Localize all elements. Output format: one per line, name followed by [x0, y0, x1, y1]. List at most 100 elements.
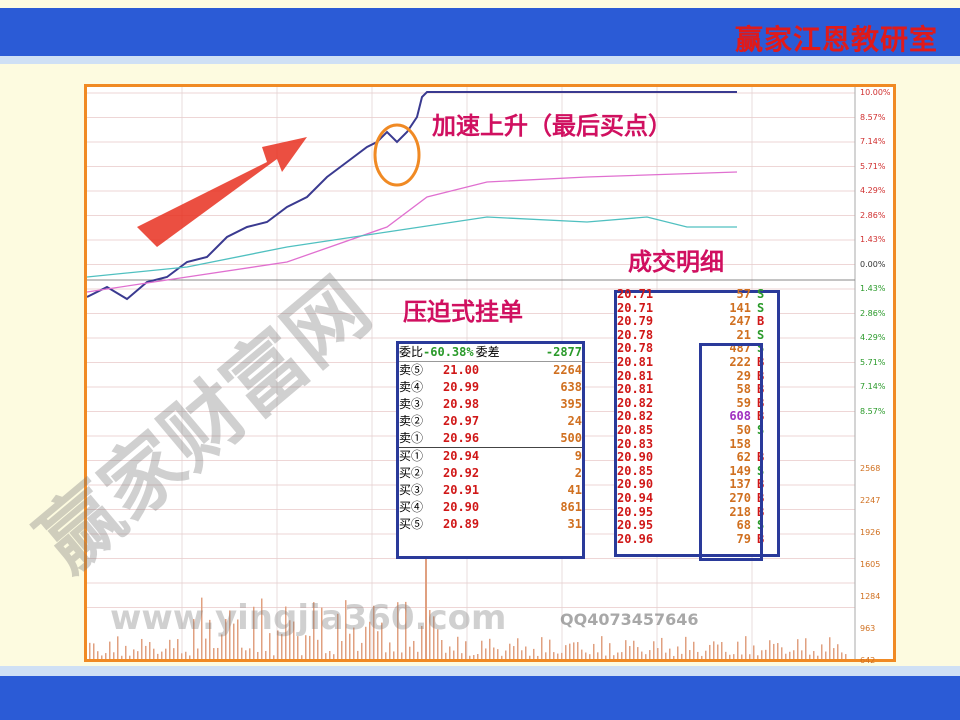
volume-bar — [633, 640, 635, 659]
average-line — [87, 171, 738, 293]
volume-bar — [733, 654, 735, 659]
pct-tick-label: 1.43% — [860, 235, 886, 244]
trade-row: 20.78 21 S — [617, 327, 777, 343]
diff-label: 委差 — [475, 345, 500, 359]
trade-side: S — [757, 327, 765, 342]
trade-volume: 218 — [729, 504, 751, 519]
pct-tick-label: 7.14% — [860, 382, 886, 391]
level-price: 20.91 — [443, 483, 480, 497]
volume-bar — [89, 642, 91, 659]
volume-bar — [581, 649, 583, 659]
volume-bar — [109, 641, 111, 659]
ratio-label: 委比 — [399, 345, 424, 359]
pct-tick-label: 5.71% — [860, 357, 886, 367]
volume-bar — [777, 643, 779, 659]
volume-tick-label: 642 — [860, 656, 876, 665]
order-book-row: 卖⑤ 21.00 2264 — [399, 362, 582, 379]
trade-volume: 149 — [729, 463, 751, 478]
header-bar — [0, 8, 960, 56]
volume-bar — [601, 636, 603, 659]
volume-bar — [829, 637, 831, 659]
order-book-row: 买③ 20.91 41 — [399, 482, 582, 499]
volume-bar — [593, 643, 595, 659]
volume-bar — [453, 650, 455, 659]
volume-bar — [481, 640, 483, 659]
volume-bar — [605, 655, 607, 659]
diff-value: -2877 — [545, 345, 582, 359]
volume-bar — [513, 646, 515, 659]
order-book-row: 卖② 20.97 24 — [399, 413, 582, 430]
arrow-icon — [137, 137, 307, 247]
volume-bar — [573, 642, 575, 659]
pct-tick-label: 0.00% — [860, 259, 886, 269]
level-label: 买② — [399, 466, 424, 480]
trade-price: 20.81 — [617, 354, 654, 369]
volume-bar — [357, 650, 359, 659]
volume-bar — [329, 650, 331, 659]
volume-bar — [233, 623, 235, 659]
trade-volume: 58 — [736, 382, 751, 397]
level-label: 买⑤ — [399, 517, 424, 531]
trade-side: S — [757, 300, 765, 315]
index-line — [87, 216, 737, 278]
footer-bar — [0, 676, 960, 720]
trade-side: B — [757, 314, 765, 329]
pct-tick-label: 8.57% — [860, 112, 886, 122]
volume-bar — [609, 643, 611, 659]
trade-volume: 21 — [736, 327, 751, 342]
volume-bar — [101, 655, 103, 659]
volume-bar — [189, 655, 191, 659]
volume-bar — [725, 651, 727, 659]
trade-price: 20.81 — [617, 368, 654, 383]
trade-row: 20.90 137 B — [617, 478, 777, 492]
volume-bar — [737, 641, 739, 659]
trade-volume: 68 — [736, 518, 751, 533]
order-book-row: 买④ 20.90 861 — [399, 499, 582, 516]
volume-bar — [225, 619, 227, 659]
volume-bar — [445, 652, 447, 659]
volume-bar — [465, 641, 467, 659]
level-volume: 9 — [574, 449, 582, 463]
volume-bar — [345, 600, 347, 659]
level-volume: 395 — [560, 397, 582, 411]
level-volume: 638 — [560, 380, 582, 394]
volume-bar — [569, 643, 571, 659]
trade-volume: 59 — [736, 395, 751, 410]
volume-bar — [509, 643, 511, 659]
volume-bar — [197, 648, 199, 659]
trade-price: 20.85 — [617, 422, 654, 437]
volume-bar — [421, 625, 423, 659]
volume-bar — [381, 622, 383, 659]
volume-bar — [469, 655, 471, 659]
volume-bar — [217, 647, 219, 659]
volume-bar — [441, 640, 443, 659]
volume-bar — [213, 648, 215, 659]
trade-volume: 137 — [729, 477, 751, 492]
volume-bar — [701, 655, 703, 659]
volume-bar — [245, 650, 247, 659]
volume-bar — [497, 649, 499, 659]
volume-bar — [685, 636, 687, 659]
trade-volume: 158 — [729, 436, 751, 451]
volume-bar — [797, 639, 799, 659]
volume-bar — [597, 652, 599, 659]
volume-bar — [625, 640, 627, 659]
order-book-row: 买② 20.92 2 — [399, 465, 582, 482]
volume-bar — [545, 652, 547, 659]
volume-bar — [709, 644, 711, 659]
annotation-order-book: 压迫式挂单 — [403, 298, 523, 326]
volume-bar — [433, 616, 435, 659]
volume-bar — [293, 621, 295, 659]
volume-bar — [461, 653, 463, 659]
volume-bar — [745, 636, 747, 659]
level-price: 20.97 — [443, 414, 480, 428]
chart-canvas — [87, 87, 856, 659]
volume-bar — [681, 653, 683, 659]
volume-bar — [741, 654, 743, 659]
volume-bar — [409, 646, 411, 659]
level-label: 卖② — [399, 414, 424, 428]
level-label: 卖③ — [399, 397, 424, 411]
volume-bar — [841, 652, 843, 659]
level-label: 卖⑤ — [399, 363, 424, 377]
level-volume: 31 — [567, 517, 582, 531]
